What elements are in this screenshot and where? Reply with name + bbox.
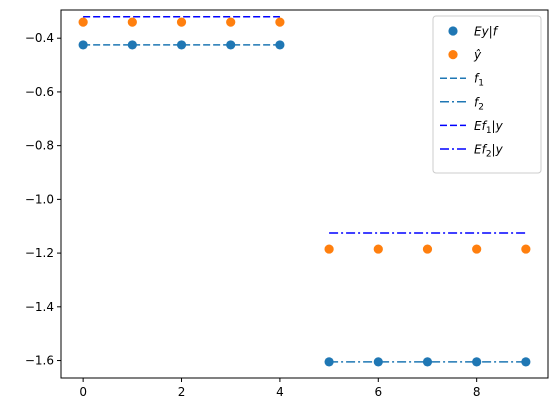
legend-label-4: Ef1|y (474, 119, 504, 136)
legend-box (432, 15, 542, 174)
data-point-s1-2 (176, 17, 187, 27)
data-point-s0-4 (275, 40, 285, 50)
x-tick-label: 2 (178, 385, 186, 399)
x-tick-label: 0 (79, 385, 87, 399)
data-point-s1-9 (521, 244, 531, 254)
data-point-s1-7 (422, 244, 433, 254)
data-point-s1-8 (472, 244, 482, 254)
legend-dot-marker (448, 26, 458, 36)
data-point-s1-1 (127, 17, 137, 27)
data-point-s1-3 (226, 17, 236, 27)
x-tick-label: 6 (374, 385, 382, 399)
legend-dot-marker (448, 50, 458, 60)
y-tick-label: −1.4 (25, 300, 54, 314)
data-point-s1-6 (373, 244, 383, 254)
legend-label-5: Ef2|y (474, 143, 504, 160)
data-point-s0-2 (176, 40, 187, 50)
x-tick-label: 8 (473, 385, 481, 399)
y-tick-label: −0.4 (25, 31, 54, 45)
x-tick-label: 4 (276, 385, 284, 399)
data-point-s1-0 (78, 17, 88, 27)
data-point-s0-7 (422, 357, 433, 367)
data-point-s0-6 (373, 357, 383, 367)
data-point-s0-8 (472, 357, 482, 367)
legend-label-1: ŷ (473, 48, 482, 62)
data-point-s0-3 (226, 40, 236, 50)
y-tick-label: −1.2 (25, 246, 54, 260)
data-point-s1-5 (324, 244, 334, 254)
axis-ticks: 0 2 4 6 8 −0.4 −0.6 −0.8 −1.0 −1.2 −1.4 −1.6 (25, 31, 481, 399)
data-point-s0-1 (127, 40, 137, 50)
y-tick-label: −0.8 (25, 139, 54, 153)
y-tick-label: −1.6 (25, 354, 54, 368)
data-point-s0-0 (78, 40, 88, 50)
series-points (78, 17, 531, 367)
data-point-s0-9 (521, 357, 531, 367)
legend-label-2: f1 (474, 72, 484, 89)
legend: Ey|f ŷ f1 f2 Ef1|y Ef2|y (432, 15, 542, 174)
legend-label-3: f2 (474, 95, 484, 112)
data-point-s1-4 (275, 17, 285, 27)
y-tick-label: −1.0 (25, 192, 54, 206)
legend-label-0: Ey|f (474, 25, 499, 39)
y-tick-label: −0.6 (25, 85, 54, 99)
data-point-s0-5 (324, 357, 334, 367)
axes-frame (60, 9, 549, 379)
